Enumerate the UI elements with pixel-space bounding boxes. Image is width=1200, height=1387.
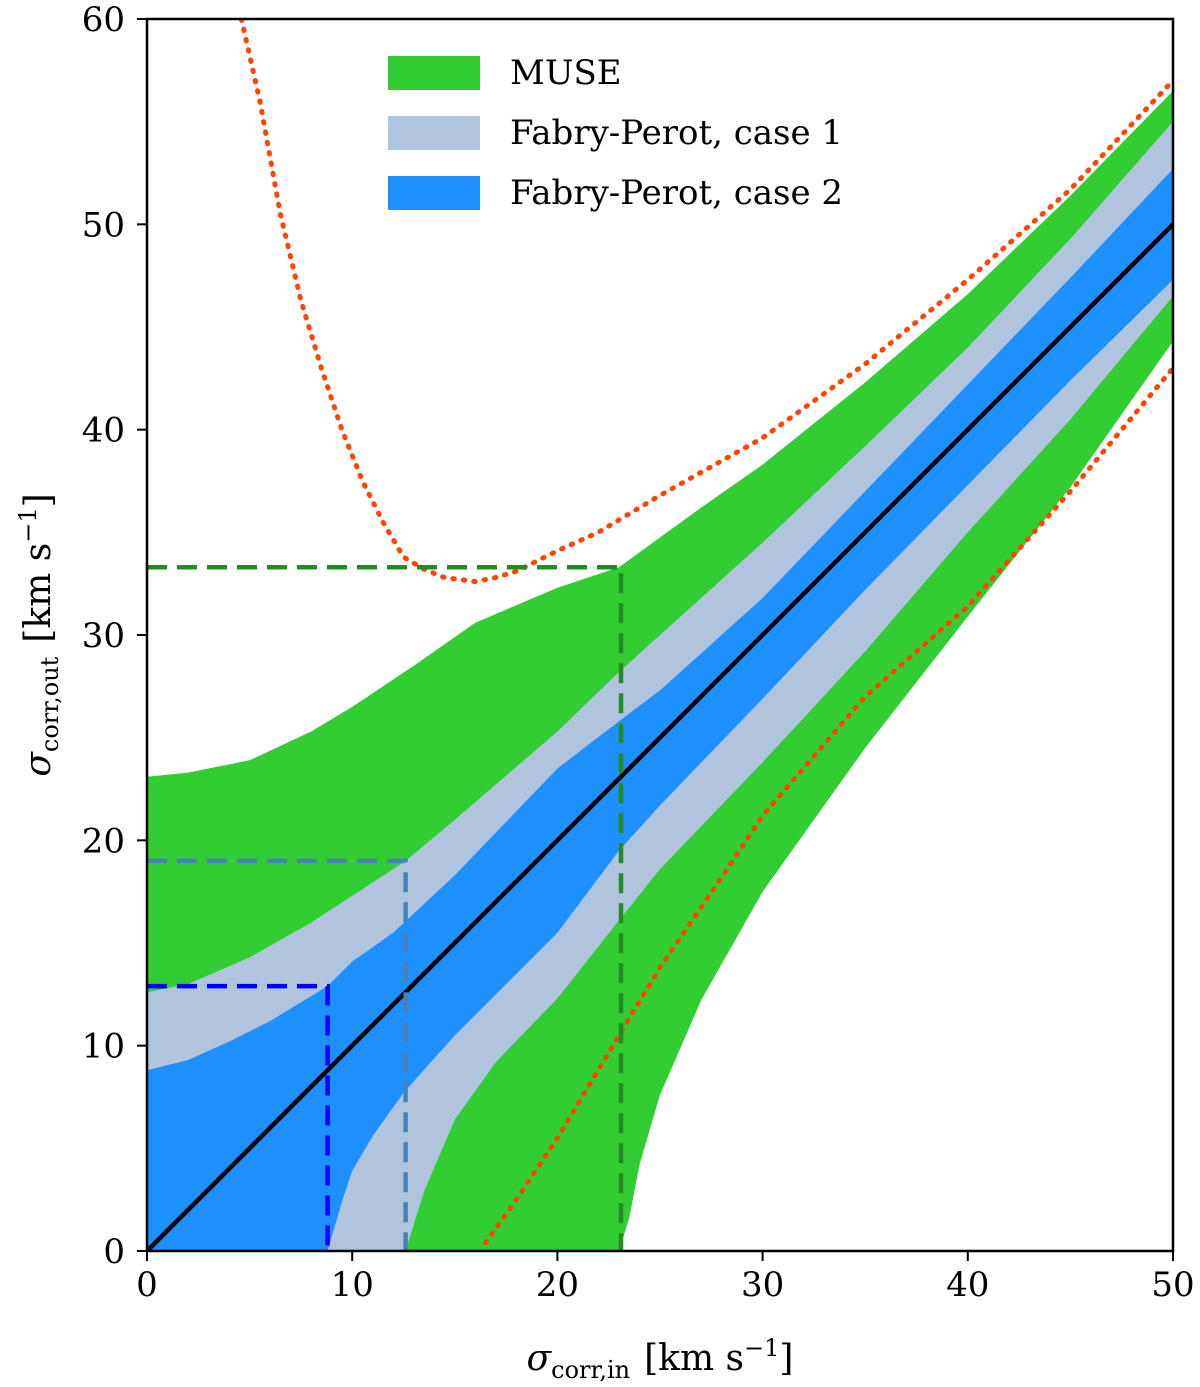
y-tick-label-30: 30 — [82, 616, 125, 656]
x-tick-label-10: 10 — [331, 1265, 374, 1305]
x-tick-label-50: 50 — [1151, 1265, 1194, 1305]
upper-limit-line — [238, 19, 1173, 585]
y-tick-label-60: 60 — [82, 0, 125, 40]
label-unit: [km s — [18, 543, 59, 643]
threshold-line-1 — [147, 564, 624, 1251]
label-subscript: corr,in — [551, 1356, 630, 1384]
y-tick-label-20: 20 — [82, 821, 125, 861]
y-tick-label-40: 40 — [82, 411, 125, 451]
label-symbol: σ — [18, 751, 59, 777]
label-close: ] — [18, 493, 59, 507]
legend-label-3: Fabry-Perot, case 2 — [510, 173, 843, 213]
label-exponent: −1 — [14, 507, 42, 542]
threshold-line-2 — [147, 858, 408, 1251]
label-symbol: σ — [527, 1338, 553, 1379]
legend-swatch-1 — [388, 56, 480, 90]
label-subscript: corr,out — [36, 656, 64, 752]
x-tick-label-40: 40 — [946, 1265, 989, 1305]
x-axis-label: σcorr,in [km s−1] — [527, 1334, 794, 1384]
x-tick-label-30: 30 — [741, 1265, 784, 1305]
legend-swatch-3 — [388, 176, 480, 210]
y-tick-label-50: 50 — [82, 205, 125, 245]
label-unit: [km s — [644, 1338, 744, 1379]
data-lines — [147, 19, 1173, 1251]
axes: 0 10 20 30 40 50 0 10 20 30 40 50 60 — [82, 0, 1195, 1305]
threshold-line-3 — [147, 983, 330, 1251]
label-exponent: −1 — [744, 1334, 779, 1362]
legend-swatch-2 — [388, 116, 480, 150]
x-tick-label-20: 20 — [536, 1265, 579, 1305]
y-tick-label-0: 0 — [103, 1232, 125, 1272]
legend: MUSE Fabry-Perot, case 1 Fabry-Perot, case… — [388, 53, 843, 213]
identity-line — [147, 222, 1173, 1251]
x-tick-label-0: 0 — [136, 1265, 158, 1305]
y-axis-label: σcorr,out [km s−1] — [14, 493, 64, 776]
legend-label-2: Fabry-Perot, case 1 — [510, 113, 843, 153]
label-close: ] — [779, 1338, 793, 1379]
confidence-bands — [147, 90, 1173, 1251]
y-tick-label-10: 10 — [82, 1027, 125, 1067]
legend-label-1: MUSE — [510, 53, 622, 93]
